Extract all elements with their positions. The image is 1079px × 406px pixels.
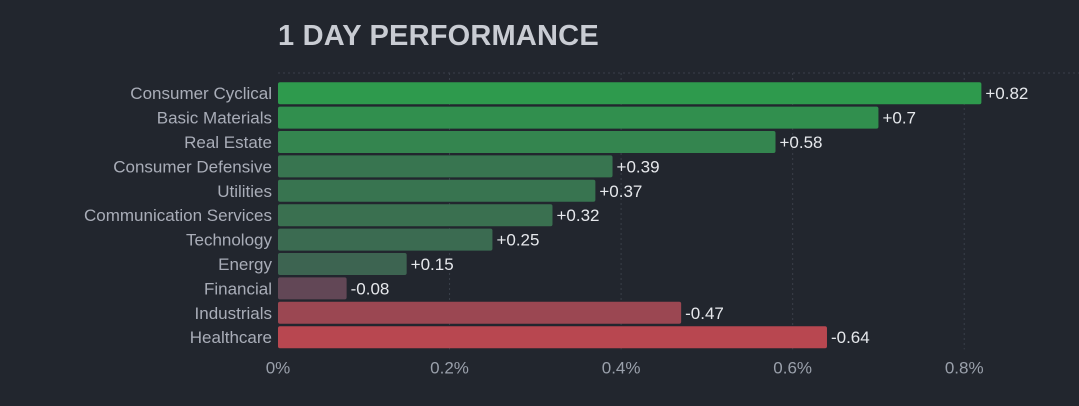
value-label: -0.08: [351, 279, 390, 298]
value-label: +0.82: [985, 84, 1028, 103]
bar: [278, 106, 879, 129]
x-tick-label: 0.4%: [602, 358, 641, 377]
category-label: Energy: [218, 255, 272, 274]
x-tick-label: 0.6%: [773, 358, 812, 377]
bar: [278, 301, 682, 324]
category-label: Communication Services: [84, 206, 272, 225]
value-label: +0.37: [599, 182, 642, 201]
x-tick-label: 0.8%: [945, 358, 984, 377]
value-label: +0.25: [496, 231, 539, 250]
category-label: Industrials: [195, 304, 272, 323]
value-label: +0.58: [780, 133, 823, 152]
value-label: +0.32: [556, 206, 599, 225]
category-label: Healthcare: [190, 328, 272, 347]
bar: [278, 82, 982, 105]
x-tick-label: 0%: [266, 358, 291, 377]
value-label: -0.47: [685, 304, 724, 323]
bar: [278, 155, 613, 178]
bar: [278, 131, 776, 153]
category-label: Real Estate: [184, 133, 272, 152]
category-label: Technology: [186, 231, 273, 250]
bar: [278, 253, 407, 275]
category-label: Consumer Cyclical: [130, 84, 272, 103]
bar: [278, 204, 553, 227]
value-label: +0.15: [411, 255, 454, 274]
bar: [278, 277, 347, 300]
x-tick-label: 0.2%: [430, 358, 469, 377]
value-label: +0.39: [617, 157, 660, 176]
value-label: +0.7: [882, 109, 916, 128]
category-label: Utilities: [217, 182, 272, 201]
category-label: Consumer Defensive: [113, 157, 272, 176]
chart-title: 1 DAY PERFORMANCE: [278, 20, 599, 52]
bar: [278, 326, 827, 349]
bar: [278, 179, 596, 202]
category-label: Basic Materials: [157, 109, 272, 128]
category-label: Financial: [204, 279, 272, 298]
bar: [278, 228, 493, 251]
value-label: -0.64: [831, 328, 870, 347]
